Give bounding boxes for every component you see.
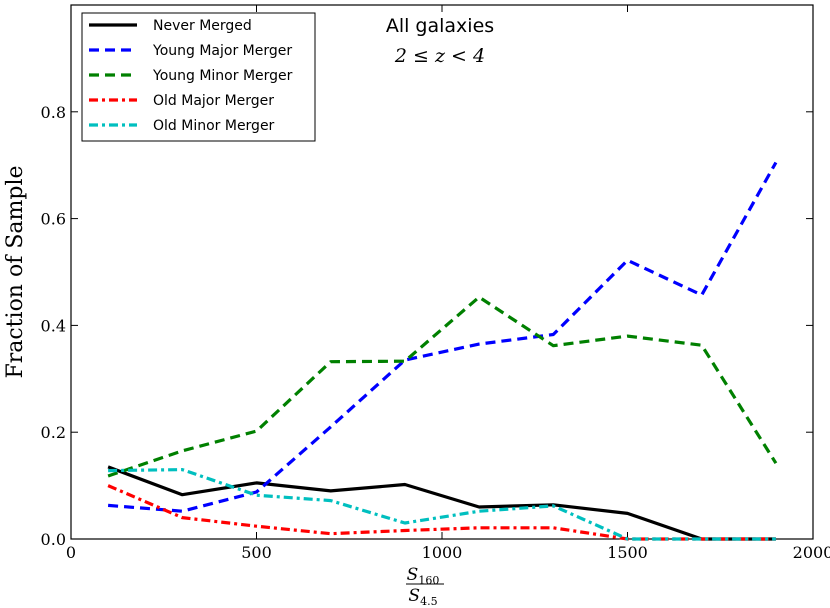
series-line-old-minor-merger (108, 468, 776, 541)
axis-ticks: 0 500 1000 1500 2000 0.0 0.2 0.4 0.6 0.8 (41, 5, 830, 562)
y-tick-label: 0.2 (41, 423, 66, 442)
y-axis-label: Fraction of Sample (3, 165, 28, 378)
series-line-young-major-merger (107, 161, 778, 513)
chart-title: All galaxies (386, 15, 494, 37)
y-tick-label: 0.8 (41, 103, 66, 122)
legend-box (81, 12, 316, 142)
series-lines (107, 161, 778, 541)
chart-subtitle: 2 ≤ z < 4 (394, 45, 485, 67)
x-tick-label: 1500 (607, 543, 648, 562)
x-tick-label: 500 (241, 543, 272, 562)
series-line-young-minor-merger (107, 295, 778, 478)
series-line-old-major-merger (107, 484, 776, 541)
legend-label-never-merged: Never Merged (153, 18, 252, 34)
y-tick-label: 0.6 (41, 210, 66, 229)
x-axis-label: S160 S4.5 (406, 565, 444, 608)
legend-label-young-minor-merger: Young Minor Merger (152, 68, 293, 84)
series-line-never-merged (107, 465, 776, 541)
legend-label-old-minor-merger: Old Minor Merger (153, 118, 275, 134)
x-tick-label: 2000 (793, 543, 830, 562)
x-axis-label-denominator: S4.5 (408, 586, 437, 608)
legend: Never Merged Young Major Merger Young Mino… (81, 12, 316, 142)
x-tick-label: 0 (66, 543, 76, 562)
y-tick-label: 0.4 (41, 316, 66, 335)
y-tick-label: 0.0 (41, 530, 66, 549)
x-tick-label: 1000 (422, 543, 463, 562)
legend-label-old-major-merger: Old Major Merger (153, 93, 274, 109)
legend-label-young-major-merger: Young Major Merger (152, 43, 292, 59)
legend-items: Never Merged Young Major Merger Young Mino… (89, 18, 293, 134)
